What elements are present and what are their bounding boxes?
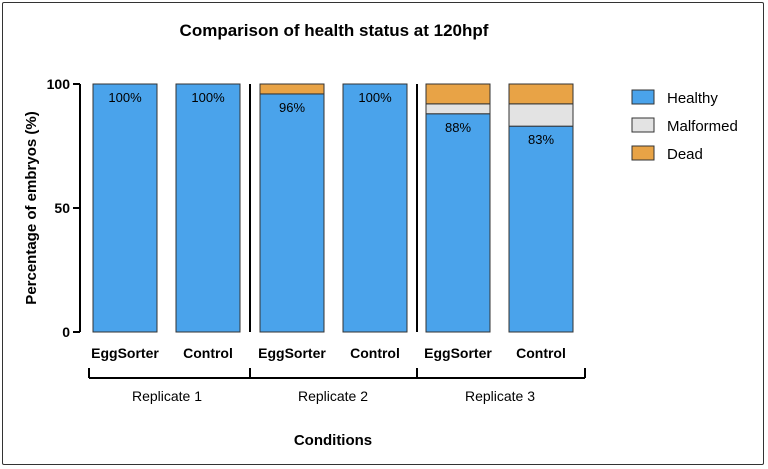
data-label-3: 96% [279,100,305,115]
bar-healthy-5 [425,113,491,333]
category-label-1: EggSorter [91,345,159,361]
category-label-2: Control [183,345,233,361]
category-label-4: Control [350,345,400,361]
bar-dead-6 [508,83,574,105]
y-axis-label: Percentage of embryos (%) [23,111,40,304]
bar-malformed-6 [508,103,574,127]
bar-healthy-6 [508,125,574,333]
legend-swatch-malformed [631,117,655,133]
data-label-2: 100% [191,90,225,105]
legend-swatch-healthy [631,89,655,105]
x-axis-label: Conditions [294,432,372,449]
data-label-5: 88% [445,120,471,135]
data-label-6: 83% [528,132,554,147]
legend: Healthy Malformed Dead [631,89,738,163]
data-label-1: 100% [108,90,142,105]
bar-healthy-1 [92,83,158,333]
bar-dead-3 [259,83,325,95]
legend-label-malformed: Malformed [667,118,738,135]
bar-healthy-2 [175,83,241,333]
category-label-6: Control [516,345,566,361]
plot-area: 0 50 100 100% EggSorter 100% Control 96% EggSort… [47,76,586,404]
group-label-2: Replicate 2 [298,388,368,404]
bar-malformed-5 [425,103,491,115]
chart-title: Comparison of health status at 120hpf [180,21,489,40]
y-tick-label-100: 100 [47,76,71,92]
group-label-1: Replicate 1 [132,388,202,404]
category-label-3: EggSorter [258,345,326,361]
legend-label-dead: Dead [667,146,703,163]
legend-swatch-dead [631,145,655,161]
bar-healthy-4 [342,83,408,333]
group-label-3: Replicate 3 [465,388,535,404]
y-tick-label-0: 0 [62,324,70,340]
data-label-4: 100% [358,90,392,105]
category-label-5: EggSorter [424,345,492,361]
bar-dead-5 [425,83,491,105]
legend-label-healthy: Healthy [667,90,718,107]
bar-healthy-3 [259,93,325,333]
y-tick-label-50: 50 [54,200,70,216]
